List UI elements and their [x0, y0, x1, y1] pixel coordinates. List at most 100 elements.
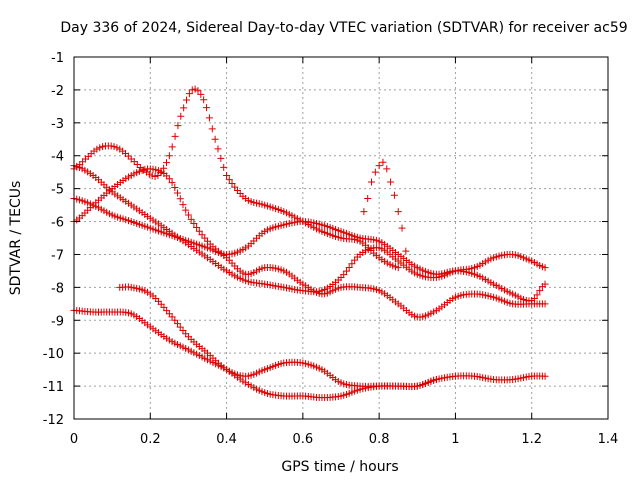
data-point	[96, 144, 104, 152]
data-point	[193, 223, 201, 231]
x-tick-label: 0.4	[216, 432, 237, 447]
data-point	[390, 191, 398, 199]
data-point	[145, 170, 153, 178]
data-point	[113, 144, 121, 152]
y-tick-label: -3	[51, 117, 64, 132]
data-point	[541, 264, 549, 272]
data-point	[151, 173, 159, 181]
data-point	[130, 158, 138, 166]
data-point	[394, 264, 402, 272]
data-point	[154, 171, 162, 179]
data-point	[184, 211, 192, 219]
data-point	[228, 179, 236, 187]
y-axis-label: SDTVAR / TECUs	[8, 181, 24, 296]
data-point	[541, 280, 549, 288]
x-tick-label: 0.8	[369, 432, 390, 447]
series-arc-7	[360, 158, 410, 255]
y-axis-ticks: -1 -2 -3 -4 -5 -6 -7 -8 -9 -10 -11 -12	[43, 51, 608, 428]
data-points	[70, 85, 549, 402]
data-point	[383, 165, 391, 173]
data-point	[536, 287, 544, 295]
data-point	[364, 195, 372, 203]
x-tick-label: 0	[70, 432, 78, 447]
data-point	[387, 178, 395, 186]
data-point	[165, 175, 173, 183]
data-point	[183, 96, 191, 104]
x-tick-label: 1	[451, 432, 459, 447]
series-arc-2	[70, 165, 549, 321]
data-point	[217, 154, 225, 162]
data-point	[185, 90, 193, 98]
data-point	[168, 143, 176, 151]
data-point	[187, 215, 195, 223]
x-tick-label: 0.6	[293, 432, 314, 447]
data-point	[368, 178, 376, 186]
data-point	[342, 267, 350, 275]
data-point	[171, 132, 179, 140]
data-point	[402, 247, 410, 255]
x-axis-ticks: 0 0.2 0.4 0.6 0.8 1 1.2 1.4	[70, 57, 618, 447]
data-point	[133, 161, 141, 169]
y-tick-label: -5	[51, 183, 64, 198]
data-point	[360, 208, 368, 216]
data-point	[398, 224, 406, 232]
data-point	[345, 263, 353, 271]
data-point	[182, 206, 190, 214]
data-point	[379, 158, 387, 166]
data-point	[190, 219, 198, 227]
data-point	[208, 125, 216, 133]
data-point	[348, 260, 356, 268]
data-point	[541, 372, 549, 380]
data-point	[203, 104, 211, 112]
x-tick-label: 1.2	[521, 432, 542, 447]
data-point	[533, 291, 541, 299]
data-point	[179, 201, 187, 209]
data-point	[160, 164, 168, 172]
data-point	[200, 96, 208, 104]
data-point	[162, 159, 170, 167]
data-point	[225, 176, 233, 184]
chart-title: Day 336 of 2024, Sidereal Day-to-day VTE…	[60, 20, 627, 36]
plot-frame	[73, 56, 609, 420]
data-point	[171, 183, 179, 191]
series-arc-6	[116, 283, 549, 391]
data-point	[176, 195, 184, 203]
data-point	[157, 169, 165, 177]
data-point	[180, 104, 188, 112]
data-point	[541, 300, 549, 308]
series-arc-3	[70, 85, 402, 272]
data-point	[93, 145, 101, 153]
y-tick-label: -2	[51, 84, 64, 99]
data-point	[205, 114, 213, 122]
data-point	[165, 152, 173, 160]
y-tick-label: -11	[43, 380, 64, 395]
data-point	[76, 161, 84, 169]
data-point	[174, 122, 182, 130]
data-point	[168, 179, 176, 187]
y-tick-label: -8	[51, 281, 64, 296]
data-point	[194, 87, 202, 95]
data-point	[124, 152, 132, 160]
data-point	[110, 143, 118, 151]
data-point	[220, 163, 228, 171]
x-tick-label: 0.2	[140, 432, 161, 447]
y-tick-label: -6	[51, 216, 64, 231]
y-tick-label: -1	[51, 51, 64, 66]
x-tick-label: 1.4	[598, 432, 619, 447]
data-point	[191, 85, 199, 93]
x-axis-label: GPS time / hours	[281, 459, 398, 475]
data-point	[177, 112, 185, 120]
data-point	[195, 227, 203, 235]
data-point	[211, 135, 219, 143]
data-point	[223, 171, 231, 179]
data-point	[174, 189, 182, 197]
y-tick-label: -10	[43, 347, 64, 362]
data-point	[188, 86, 196, 94]
series-arc-4	[70, 195, 549, 305]
y-tick-label: -4	[51, 150, 64, 165]
data-point	[530, 294, 538, 302]
data-point	[394, 208, 402, 216]
y-tick-label: -12	[43, 413, 64, 428]
y-tick-label: -7	[51, 248, 64, 263]
